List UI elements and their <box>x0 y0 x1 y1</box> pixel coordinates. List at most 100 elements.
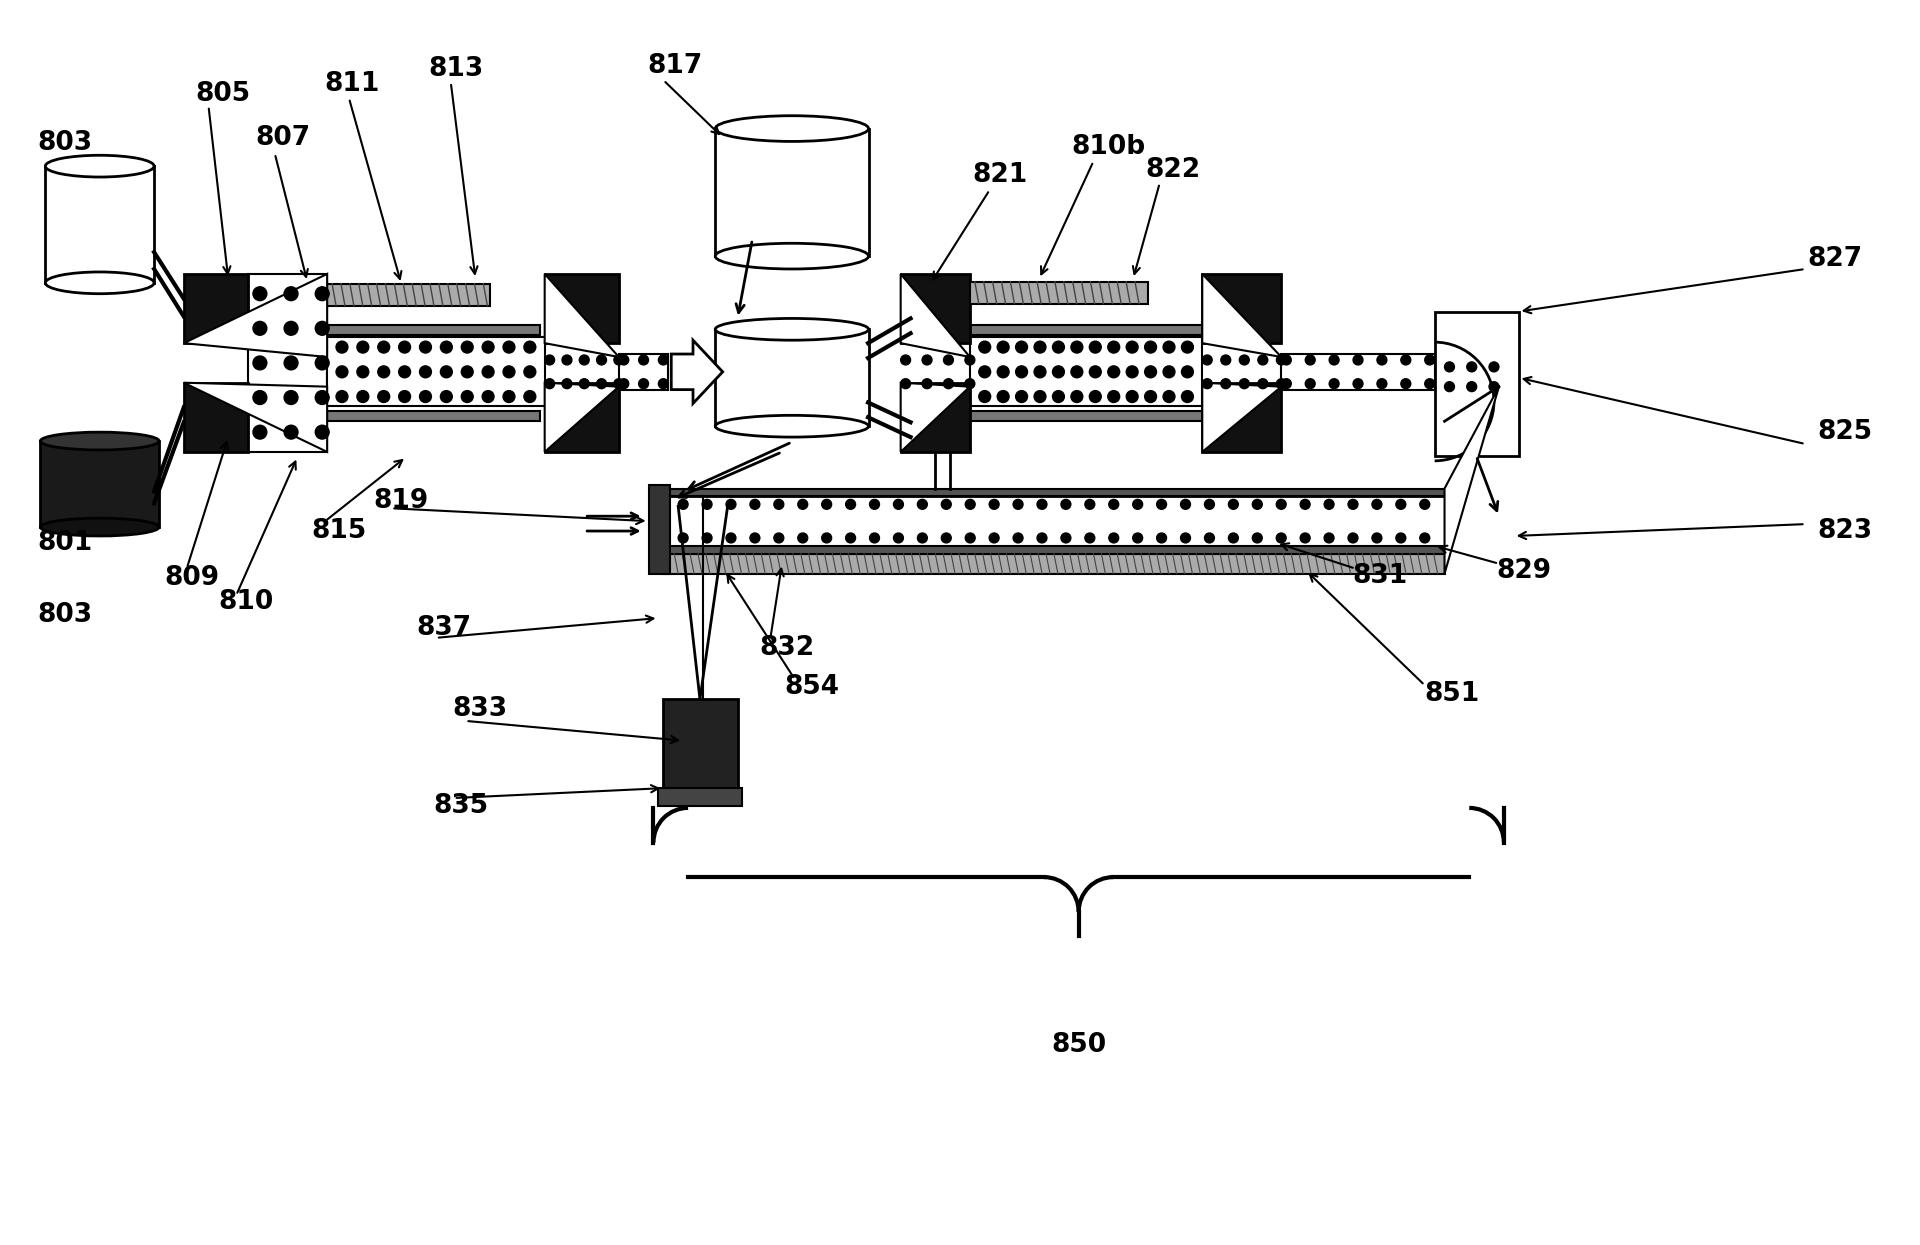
Polygon shape <box>1202 382 1281 452</box>
Circle shape <box>774 533 783 543</box>
Circle shape <box>440 366 453 377</box>
Circle shape <box>845 533 856 543</box>
Circle shape <box>979 366 991 377</box>
Circle shape <box>1419 499 1430 509</box>
Circle shape <box>1071 341 1083 354</box>
Ellipse shape <box>716 319 868 340</box>
Circle shape <box>482 391 493 402</box>
Circle shape <box>703 499 712 509</box>
Circle shape <box>336 391 348 402</box>
Circle shape <box>845 499 856 509</box>
Text: 822: 822 <box>1144 157 1200 183</box>
Circle shape <box>678 499 687 509</box>
Circle shape <box>1133 499 1142 509</box>
Circle shape <box>357 391 369 402</box>
Circle shape <box>336 341 348 354</box>
Circle shape <box>1110 533 1119 543</box>
Circle shape <box>979 341 991 354</box>
Circle shape <box>440 341 453 354</box>
Circle shape <box>659 378 668 388</box>
Bar <box>40 441 159 527</box>
Text: 850: 850 <box>1050 1032 1106 1058</box>
Text: 809: 809 <box>163 565 219 591</box>
Text: 801: 801 <box>38 530 92 557</box>
Circle shape <box>1085 499 1094 509</box>
Circle shape <box>614 378 624 388</box>
Circle shape <box>1181 533 1190 543</box>
Circle shape <box>524 391 536 402</box>
Circle shape <box>1052 391 1064 402</box>
Circle shape <box>1181 391 1194 402</box>
Text: 810b: 810b <box>1071 134 1146 161</box>
Polygon shape <box>184 274 326 357</box>
Circle shape <box>284 321 298 335</box>
Circle shape <box>420 366 432 377</box>
Circle shape <box>751 499 760 509</box>
Circle shape <box>420 341 432 354</box>
Circle shape <box>751 533 760 543</box>
Bar <box>184 382 248 452</box>
Circle shape <box>1354 355 1363 365</box>
Circle shape <box>1467 362 1476 372</box>
Circle shape <box>1348 499 1357 509</box>
Circle shape <box>1229 499 1238 509</box>
Circle shape <box>1164 341 1175 354</box>
Circle shape <box>822 499 831 509</box>
Ellipse shape <box>716 416 868 437</box>
Text: 823: 823 <box>1818 518 1872 544</box>
Circle shape <box>357 366 369 377</box>
Circle shape <box>966 355 975 365</box>
Circle shape <box>399 341 411 354</box>
Circle shape <box>1277 378 1286 388</box>
Circle shape <box>1490 382 1500 392</box>
Text: 819: 819 <box>374 488 428 514</box>
Circle shape <box>1071 391 1083 402</box>
Circle shape <box>1402 378 1411 388</box>
Circle shape <box>1306 378 1315 388</box>
Circle shape <box>1035 341 1046 354</box>
Circle shape <box>399 391 411 402</box>
Circle shape <box>1156 533 1167 543</box>
Circle shape <box>918 533 927 543</box>
Circle shape <box>315 426 328 439</box>
Circle shape <box>597 355 607 365</box>
Circle shape <box>774 499 783 509</box>
Circle shape <box>1071 366 1083 377</box>
Circle shape <box>563 378 572 388</box>
Circle shape <box>822 533 831 543</box>
Circle shape <box>253 426 267 439</box>
Circle shape <box>941 533 950 543</box>
Bar <box>662 488 1444 497</box>
Circle shape <box>1373 499 1382 509</box>
Bar <box>1202 382 1281 452</box>
Text: 829: 829 <box>1496 558 1551 584</box>
Circle shape <box>545 378 555 388</box>
Circle shape <box>1204 533 1213 543</box>
Text: 821: 821 <box>972 162 1027 188</box>
Polygon shape <box>1444 387 1500 574</box>
Circle shape <box>1181 341 1194 354</box>
Circle shape <box>461 366 472 377</box>
Circle shape <box>1110 499 1119 509</box>
Circle shape <box>580 378 589 388</box>
Circle shape <box>703 533 712 543</box>
Circle shape <box>284 391 298 405</box>
Circle shape <box>799 533 808 543</box>
Circle shape <box>870 499 879 509</box>
Circle shape <box>1354 378 1363 388</box>
Circle shape <box>1396 533 1405 543</box>
Circle shape <box>503 366 515 377</box>
Bar <box>618 354 668 390</box>
Bar <box>900 382 970 452</box>
Circle shape <box>1221 355 1231 365</box>
Circle shape <box>618 355 628 365</box>
Bar <box>970 411 1221 421</box>
Circle shape <box>1277 499 1286 509</box>
Circle shape <box>966 533 975 543</box>
Circle shape <box>1377 355 1386 365</box>
Bar <box>46 166 154 283</box>
Bar <box>326 337 545 406</box>
Circle shape <box>524 341 536 354</box>
Circle shape <box>1035 366 1046 377</box>
Circle shape <box>1490 362 1500 372</box>
